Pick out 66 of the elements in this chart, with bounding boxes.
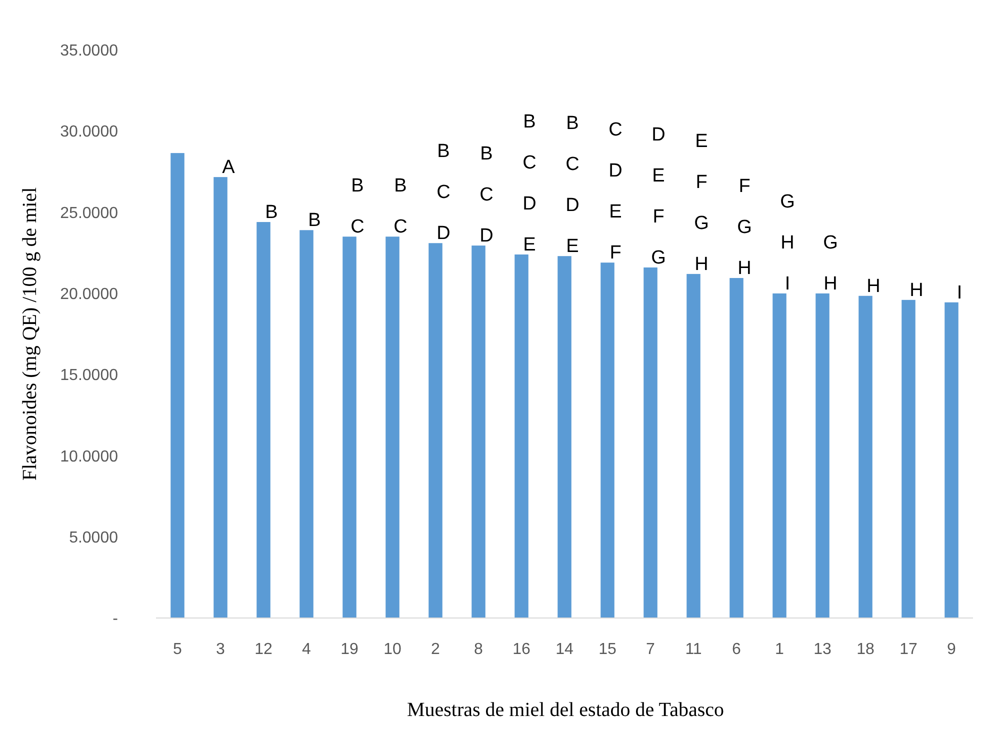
- annotation: A: [222, 157, 236, 178]
- bar: [858, 296, 872, 618]
- annotation: C D E F: [608, 120, 622, 264]
- bar: [902, 300, 916, 618]
- bar: [686, 274, 700, 618]
- y-tick-label: 15.0000: [60, 367, 118, 384]
- x-tick-label: 9: [947, 641, 956, 658]
- annotation: B C D E: [522, 111, 536, 256]
- x-tick-label: 6: [732, 641, 742, 658]
- x-tick-label: 19: [340, 641, 358, 658]
- y-axis-title: Flavonoides (mg QE) /100 g de miel: [19, 186, 41, 481]
- x-tick-label: 17: [900, 641, 918, 658]
- x-tick-label: 15: [598, 641, 616, 658]
- x-axis-title: Muestras de miel del estado de Tabasco: [406, 699, 724, 721]
- y-tick-label: 35.0000: [60, 42, 118, 60]
- y-tick-label: 10.0000: [60, 448, 118, 466]
- x-tick-label: 8: [474, 641, 484, 658]
- y-tick-label: 20.0000: [60, 286, 118, 304]
- bar: [472, 246, 486, 618]
- annotation: I: [956, 282, 962, 304]
- x-tick-label: 4: [302, 641, 312, 658]
- annotation: B C: [394, 176, 408, 238]
- annotation: B: [265, 202, 278, 224]
- x-tick-label: 16: [512, 641, 530, 658]
- x-tick-label: 3: [216, 641, 226, 658]
- x-tick-label: 5: [173, 641, 182, 658]
- x-tick-label: 1: [775, 641, 784, 658]
- annotation: B C D: [436, 141, 450, 244]
- y-tick-label: 30.0000: [60, 124, 118, 141]
- bar: [600, 262, 614, 618]
- annotation: B C D E: [566, 113, 580, 258]
- x-tick-label: 14: [556, 641, 574, 658]
- x-tick-label: 12: [254, 641, 272, 658]
- bar: [772, 293, 786, 618]
- annotation: B: [308, 210, 321, 232]
- annotation: H: [910, 280, 924, 301]
- x-tick-label: 7: [646, 641, 656, 658]
- bar: [514, 254, 528, 618]
- x-tick-label: 11: [685, 641, 702, 658]
- bar: [558, 256, 572, 618]
- x-tick-label: 18: [856, 641, 874, 658]
- bar: [428, 243, 442, 618]
- bar: [256, 222, 270, 618]
- bar: [944, 302, 958, 618]
- bar: [170, 153, 184, 618]
- annotation: B C: [350, 176, 364, 238]
- annotation: H: [866, 276, 880, 297]
- annotation: D E F G: [651, 124, 666, 268]
- bar: [644, 267, 658, 618]
- annotation: G H: [823, 232, 838, 294]
- x-tick-label: 10: [384, 641, 402, 658]
- bar: [342, 236, 356, 618]
- y-tick-label: 25.0000: [60, 204, 118, 222]
- bar: [730, 278, 744, 618]
- annotation: B C D: [480, 144, 494, 247]
- bar: [300, 230, 314, 618]
- annotation: F G H: [737, 176, 752, 280]
- x-tick-label: 13: [814, 641, 832, 658]
- bar: [386, 236, 400, 618]
- y-tick-label: 5.0000: [69, 529, 118, 546]
- bar: [816, 293, 830, 618]
- y-tick-label: -: [112, 610, 118, 628]
- x-tick-label: 2: [431, 641, 440, 658]
- annotation: E F G H: [694, 130, 709, 275]
- annotation: G H I: [780, 191, 795, 294]
- bar: [214, 177, 228, 618]
